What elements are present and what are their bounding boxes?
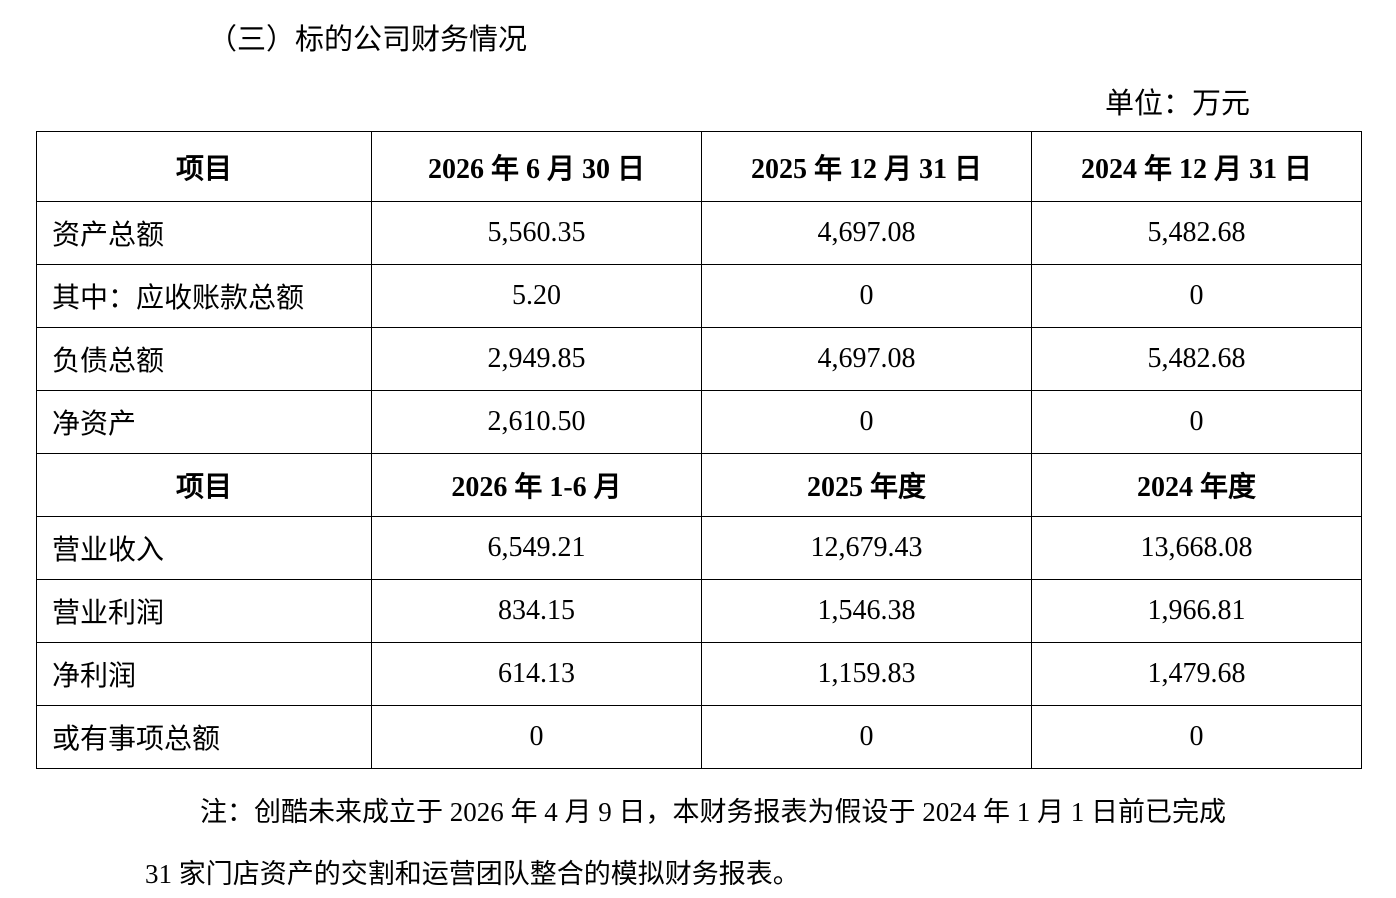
cell: 1,546.38 xyxy=(701,579,1032,643)
table-row: 资产总额 5,560.35 4,697.08 5,482.68 xyxy=(36,201,1362,265)
cell: 0 xyxy=(701,705,1032,769)
cell: 0 xyxy=(1031,705,1362,769)
table-row: 净资产 2,610.50 0 0 xyxy=(36,390,1362,454)
cell: 5,482.68 xyxy=(1031,201,1362,265)
cell: 2,949.85 xyxy=(371,327,702,391)
cell: 其中：应收账款总额 xyxy=(36,264,372,328)
cell: 或有事项总额 xyxy=(36,705,372,769)
table-row: 负债总额 2,949.85 4,697.08 5,482.68 xyxy=(36,327,1362,391)
cell: 834.15 xyxy=(371,579,702,643)
table-row: 其中：应收账款总额 5.20 0 0 xyxy=(36,264,1362,328)
cell: 1,159.83 xyxy=(701,642,1032,706)
table-row: 或有事项总额 0 0 0 xyxy=(36,705,1362,769)
cell: 614.13 xyxy=(371,642,702,706)
cell: 6,549.21 xyxy=(371,516,702,580)
cell: 2,610.50 xyxy=(371,390,702,454)
cell: 1,479.68 xyxy=(1031,642,1362,706)
table-row: 营业收入 6,549.21 12,679.43 13,668.08 xyxy=(36,516,1362,580)
cell: 0 xyxy=(371,705,702,769)
cell: 4,697.08 xyxy=(701,327,1032,391)
table-row: 营业利润 834.15 1,546.38 1,966.81 xyxy=(36,579,1362,643)
cell: 1,966.81 xyxy=(1031,579,1362,643)
header-cell: 2025 年度 xyxy=(701,453,1032,517)
note: 31 家门店资产的交割和运营团队整合的模拟财务报表。 xyxy=(145,859,800,889)
section-title: （三）标的公司财务情况 xyxy=(208,24,528,56)
header-cell: 2024 年 12 月 31 日 xyxy=(1031,131,1362,202)
header-cell: 2026 年 1-6 月 xyxy=(371,453,702,517)
cell: 13,668.08 xyxy=(1031,516,1362,580)
cell: 5,482.68 xyxy=(1031,327,1362,391)
header-cell: 2026 年 6 月 30 日 xyxy=(371,131,702,202)
note: 注：创酷未来成立于 2026 年 4 月 9 日，本财务报表为假设于 2024 … xyxy=(200,797,1226,827)
cell: 0 xyxy=(1031,264,1362,328)
header-cell: 2025 年 12 月 31 日 xyxy=(701,131,1032,202)
cell: 5.20 xyxy=(371,264,702,328)
cell: 负债总额 xyxy=(36,327,372,391)
header-cell: 2024 年度 xyxy=(1031,453,1362,517)
cell: 4,697.08 xyxy=(701,201,1032,265)
cell: 营业收入 xyxy=(36,516,372,580)
table-row: 净利润 614.13 1,159.83 1,479.68 xyxy=(36,642,1362,706)
cell: 5,560.35 xyxy=(371,201,702,265)
cell: 资产总额 xyxy=(36,201,372,265)
cell: 12,679.43 xyxy=(701,516,1032,580)
cell: 营业利润 xyxy=(36,579,372,643)
cell: 净利润 xyxy=(36,642,372,706)
header-cell: 项目 xyxy=(36,131,372,202)
financial-table: 项目 2026 年 6 月 30 日 2025 年 12 月 31 日 2024 年 … xyxy=(36,131,1362,769)
unit-label: 单位：万元 xyxy=(1104,88,1250,120)
header-cell: 项目 xyxy=(36,453,372,517)
cell: 净资产 xyxy=(36,390,372,454)
cell: 0 xyxy=(1031,390,1362,454)
cell: 0 xyxy=(701,390,1032,454)
cell: 0 xyxy=(701,264,1032,328)
header-row: 项目 2026 年 1-6 月 2025 年度 2024 年度 xyxy=(36,453,1362,517)
header-row: 项目 2026 年 6 月 30 日 2025 年 12 月 31 日 2024 年 … xyxy=(36,131,1362,202)
